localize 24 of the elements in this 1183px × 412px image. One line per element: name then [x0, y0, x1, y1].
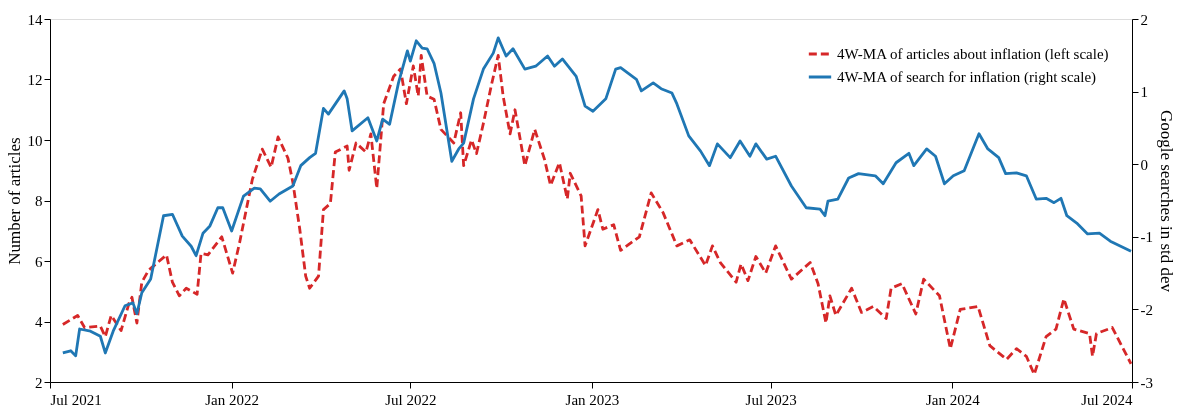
x-tick-label: Jan 2022	[205, 391, 260, 408]
y2-tick-label: 0	[1140, 156, 1148, 173]
y2-tick-label: -2	[1140, 301, 1153, 318]
y-axis-title: Number of articles	[4, 137, 24, 265]
y2-tick-label: -3	[1140, 374, 1153, 391]
y-tick-label: 12	[27, 72, 43, 88]
y2-tick-label: 2	[1140, 11, 1148, 28]
x-tick-label: Jul 2023	[745, 391, 797, 408]
y-tick-label: 2	[35, 374, 43, 391]
x-tick-label: Jan 2023	[565, 391, 620, 408]
y-tick-label: 6	[35, 253, 43, 270]
x-tick-label: Jul 2021	[50, 391, 102, 408]
y-tick-label: 8	[35, 193, 43, 209]
legend-label: 4W-MA of search for inflation (right scale)	[837, 69, 1097, 86]
y-tick-label: 4	[35, 314, 43, 330]
legend-label: 4W-MA of articles about inflation (left scale)	[837, 46, 1109, 63]
y2-tick-label: 1	[1140, 84, 1148, 101]
y2-axis-title: Google searches in std dev	[1157, 109, 1176, 293]
y2-tick-label: -1	[1140, 229, 1153, 246]
x-tick-label: Jul 2022	[385, 391, 437, 408]
y-tick-label: 14	[27, 11, 43, 28]
y-tick-label: 10	[27, 132, 43, 149]
x-tick-label: Jul 2024	[1081, 391, 1133, 408]
x-tick-label: Jan 2024	[925, 391, 981, 408]
